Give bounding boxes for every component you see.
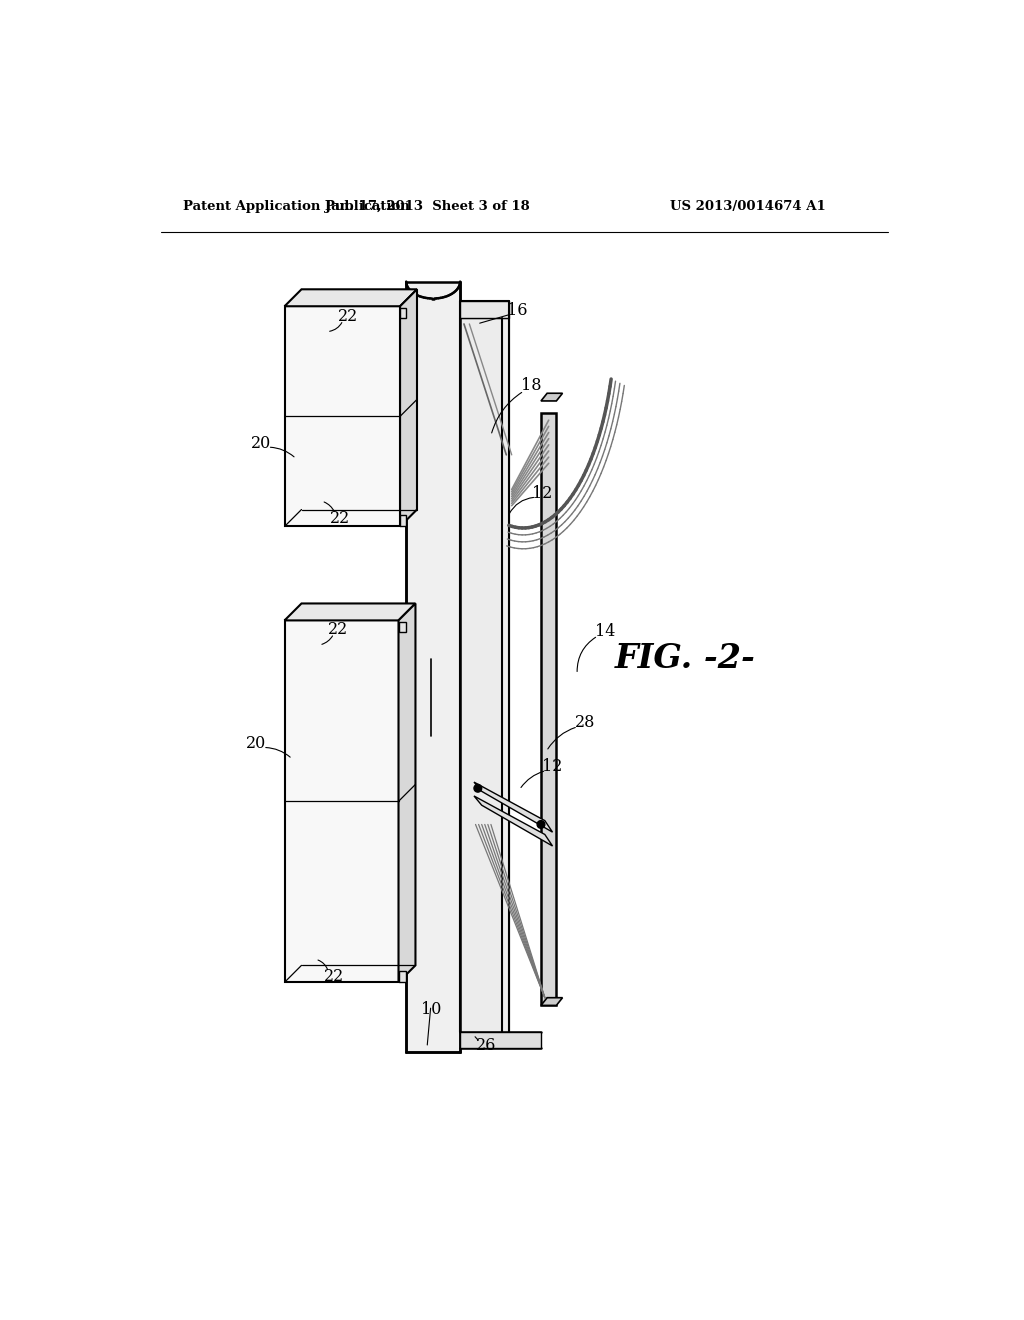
Text: 16: 16 <box>507 302 527 319</box>
Text: 12: 12 <box>543 758 563 775</box>
Polygon shape <box>460 301 509 318</box>
Text: 22: 22 <box>330 511 350 527</box>
Polygon shape <box>398 622 407 632</box>
Polygon shape <box>285 289 417 306</box>
Polygon shape <box>285 620 398 982</box>
Text: US 2013/0014674 A1: US 2013/0014674 A1 <box>670 199 825 213</box>
Polygon shape <box>460 318 509 1032</box>
Text: 22: 22 <box>324 969 344 986</box>
Text: 18: 18 <box>521 378 542 395</box>
Polygon shape <box>474 796 553 846</box>
Text: 22: 22 <box>329 622 348 638</box>
Polygon shape <box>460 1032 541 1048</box>
Polygon shape <box>398 603 416 982</box>
Text: 12: 12 <box>532 484 553 502</box>
Polygon shape <box>407 281 460 1052</box>
Polygon shape <box>398 970 407 982</box>
Text: 20: 20 <box>246 735 266 752</box>
Text: 22: 22 <box>338 308 357 325</box>
Text: 20: 20 <box>251 434 271 451</box>
Text: 10: 10 <box>421 1001 441 1018</box>
Text: Jan. 17, 2013  Sheet 3 of 18: Jan. 17, 2013 Sheet 3 of 18 <box>325 199 529 213</box>
Polygon shape <box>285 306 400 527</box>
Circle shape <box>538 821 545 829</box>
Polygon shape <box>400 515 407 527</box>
Polygon shape <box>400 308 407 318</box>
Text: Patent Application Publication: Patent Application Publication <box>183 199 410 213</box>
Polygon shape <box>285 603 416 620</box>
Text: 26: 26 <box>476 1038 497 1053</box>
Polygon shape <box>541 998 562 1006</box>
Polygon shape <box>400 289 417 527</box>
Text: 14: 14 <box>595 623 615 640</box>
Polygon shape <box>541 412 556 1006</box>
Text: FIG. -2-: FIG. -2- <box>614 643 756 676</box>
Circle shape <box>474 784 481 792</box>
Text: 28: 28 <box>574 714 595 731</box>
Polygon shape <box>474 781 553 832</box>
Polygon shape <box>541 393 562 401</box>
